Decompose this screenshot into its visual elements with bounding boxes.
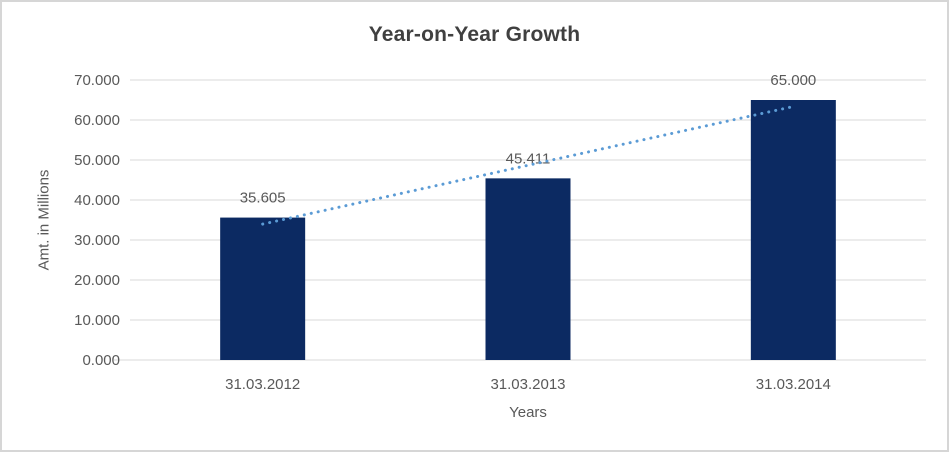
y-tick-label: 40.000 [74, 192, 120, 209]
x-axis-title: Years [509, 404, 547, 421]
x-tick-label: 31.03.2012 [225, 376, 300, 393]
y-tick-label: 60.000 [74, 112, 120, 129]
y-tick-label: 10.000 [74, 312, 120, 329]
data-label: 35.605 [240, 190, 286, 207]
y-axis-title: Amt. in Millions [35, 169, 53, 271]
x-tick-label: 31.03.2014 [756, 376, 831, 393]
y-tick-label: 20.000 [74, 272, 120, 289]
bar [220, 217, 306, 360]
data-label: 45.411 [506, 150, 551, 167]
data-label: 65.000 [770, 72, 816, 89]
trendline [261, 105, 795, 226]
bar [750, 100, 836, 360]
chart-title: Year-on-Year Growth [368, 23, 581, 46]
y-tick-label: 50.000 [74, 152, 120, 169]
y-tick-label: 30.000 [74, 232, 120, 249]
bar [485, 178, 571, 360]
y-tick-label: 70.000 [74, 72, 120, 89]
y-tick-label: 0.000 [82, 352, 120, 369]
x-tick-label: 31.03.2013 [490, 376, 565, 393]
